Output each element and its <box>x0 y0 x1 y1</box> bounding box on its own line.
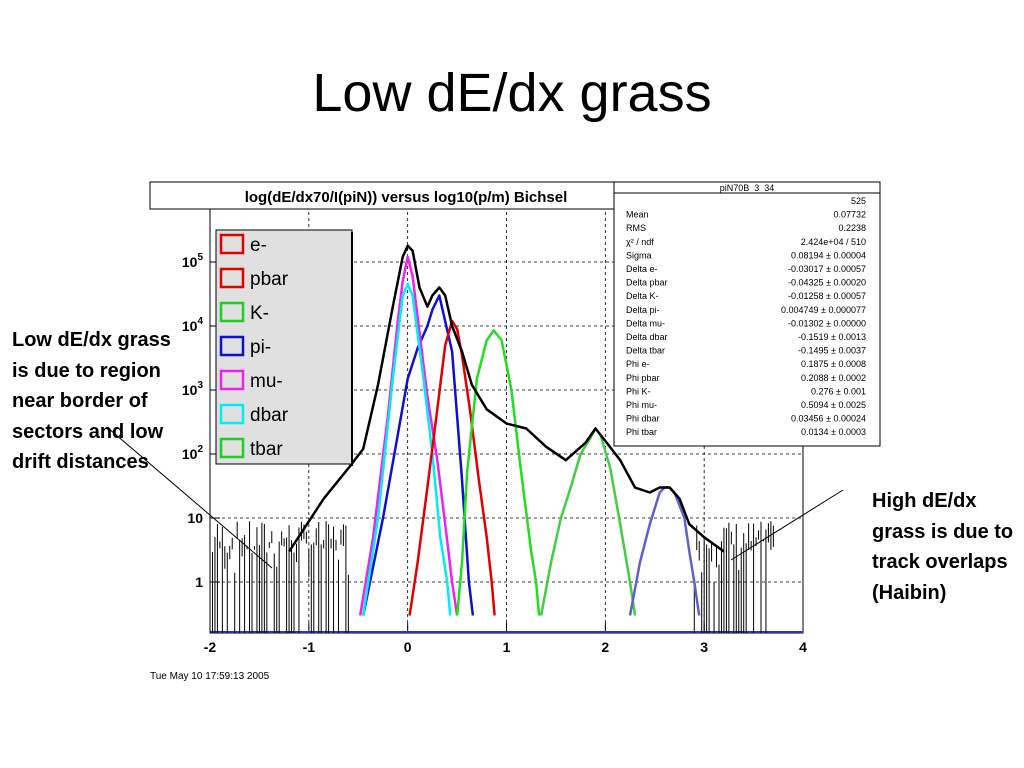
legend-box <box>215 229 353 465</box>
stats-row-label: Delta K- <box>626 291 659 301</box>
series-total-line <box>288 244 725 553</box>
stats-row-label: Phi mu- <box>626 400 657 410</box>
y-tick-label: 102 <box>182 444 204 462</box>
stats-row-value: 2.424e+04 / 510 <box>801 237 866 247</box>
x-tick-label: 0 <box>404 639 412 655</box>
stats-row-value: -0.01258 ± 0.00057 <box>788 291 866 301</box>
y-tick-label: 105 <box>182 252 204 270</box>
slide-title: Low dE/dx grass <box>312 63 712 123</box>
legend-label-e: e- <box>250 235 267 256</box>
right-annotation-arrow <box>730 489 844 561</box>
stats-row-label: Phi dbar <box>626 414 660 424</box>
stats-row-value: 0.07732 <box>833 210 866 220</box>
stats-row-value: -0.1495 ± 0.0037 <box>798 346 866 356</box>
right-annotation: High dE/dx grass is due to track overlap… <box>872 490 1014 604</box>
stats-row-label: Delta mu- <box>626 318 665 328</box>
stats-row-value: 0.2088 ± 0.0002 <box>801 373 866 383</box>
legend-swatch-e <box>219 233 245 255</box>
legend-swatch-pi <box>219 335 245 357</box>
stats-row-label: Phi e- <box>626 359 650 369</box>
y-tick-label: 103 <box>182 380 204 398</box>
stats-row-label: Mean <box>626 210 649 220</box>
stats-row-value: 0.004749 ± 0.000077 <box>781 305 866 315</box>
stats-row-label: Delta pbar <box>626 278 668 288</box>
chart-title: log(dE/dx70/I(piN)) versus log10(p/m) Bi… <box>245 189 568 206</box>
legend-label-dbar: dbar <box>250 405 289 426</box>
left-annotation: Low dE/dx grass is due to region near bo… <box>12 329 171 473</box>
y-tick-label: 104 <box>182 316 204 334</box>
stats-row-value: 0.276 ± 0.001 <box>811 386 866 396</box>
series-pi-line <box>361 294 475 616</box>
stats-row-value: 0.03456 ± 0.00024 <box>791 414 866 424</box>
x-tick-label: 2 <box>601 639 609 655</box>
legend-label-pi: pi- <box>250 337 271 358</box>
x-tick-label: 1 <box>503 639 511 655</box>
stats-row-label: RMS <box>626 223 646 233</box>
stats-row-value: -0.1519 ± 0.0013 <box>798 332 866 342</box>
stats-row-label: Delta tbar <box>626 346 665 356</box>
series-e-line <box>408 319 496 616</box>
legend-swatch-mu <box>219 369 245 391</box>
stats-row-value: 0.1875 ± 0.0008 <box>801 359 866 369</box>
low-count-grass <box>209 521 774 633</box>
stats-row-value: -0.03017 ± 0.00057 <box>788 264 866 274</box>
x-tick-label: 4 <box>799 639 807 655</box>
y-tick-label: 1 <box>195 574 203 590</box>
stats-row-value: 0.5094 ± 0.0025 <box>801 400 866 410</box>
stats-row-value: 0.08194 ± 0.00004 <box>791 250 866 260</box>
legend-label-K: K- <box>250 303 269 324</box>
stats-row-label: Phi tbar <box>626 427 657 437</box>
y-tick-label: 10 <box>187 510 203 526</box>
stats-box <box>613 181 881 447</box>
stats-row-value: 0.2238 <box>838 223 866 233</box>
legend-label-pbar: pbar <box>250 269 289 290</box>
legend-swatch-pbar <box>219 267 245 289</box>
legend-swatch-tbar <box>219 437 245 459</box>
x-tick-label: 3 <box>700 639 708 655</box>
legend-swatch-dbar <box>219 403 245 425</box>
left-annotation-arrow <box>107 427 273 569</box>
stats-row-label: Delta pi- <box>626 305 660 315</box>
stats-row-value: 525 <box>851 196 866 206</box>
stats-row-label: χ² / ndf <box>626 237 654 247</box>
stats-title: piN70B_3_34 <box>720 183 775 193</box>
stats-row-label: Phi pbar <box>626 373 660 383</box>
stats-row-value: 0.0134 ± 0.0003 <box>801 427 866 437</box>
stats-row-label: Sigma <box>626 250 652 260</box>
x-tick-label: -2 <box>204 639 217 655</box>
series-K-line <box>455 329 541 616</box>
stats-row-label: Delta e- <box>626 264 658 274</box>
stats-row-label: Phi K- <box>626 386 651 396</box>
legend-label-mu: mu- <box>250 371 283 392</box>
timestamp: Tue May 10 17:59:13 2005 <box>150 671 270 682</box>
stats-row-value: -0.04325 ± 0.00020 <box>788 278 866 288</box>
chart-title-box <box>149 181 663 210</box>
x-tick-label: -1 <box>303 639 316 655</box>
series-dbar-line <box>361 282 452 616</box>
legend-label-tbar: tbar <box>250 439 283 460</box>
stats-row-value: -0.01302 ± 0.00000 <box>788 318 866 328</box>
stats-row-label: Delta dbar <box>626 332 668 342</box>
legend-swatch-K <box>219 301 245 323</box>
